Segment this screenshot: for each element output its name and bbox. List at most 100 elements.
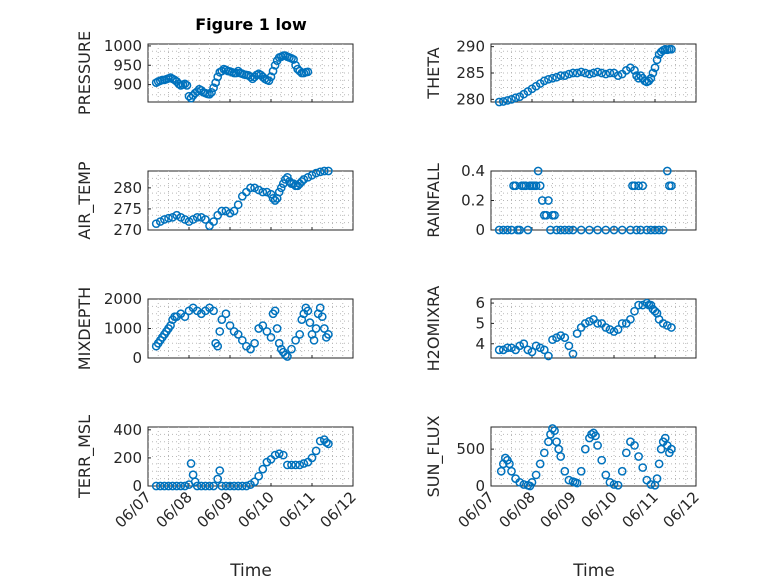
data-point [209,306,218,316]
data-point [322,438,331,447]
data-point [164,213,173,223]
data-point [315,303,325,313]
data-point [585,225,594,235]
data-point [217,315,227,324]
data-point [503,343,512,353]
data-point [215,327,225,336]
data-point [291,335,300,345]
data-point [305,318,315,327]
data-point [617,319,627,328]
data-point [209,217,218,226]
y-tick-label: 0 [132,349,142,367]
data-point [151,481,161,491]
data-point [548,424,557,433]
data-point [572,329,582,338]
data-point [593,319,602,328]
data-point [605,325,615,334]
data-point [250,477,259,487]
data-point [638,300,648,310]
data-point [160,481,169,491]
data-point [176,481,186,491]
data-point [642,298,652,308]
data-point [283,172,292,182]
y-tick-label: 0.2 [461,192,485,210]
data-point [317,312,327,322]
data-point [192,481,202,491]
data-point [205,89,214,99]
data-point [654,459,664,469]
data-point [246,183,255,193]
data-point [593,441,602,450]
data-point [658,319,668,328]
data-point [646,300,656,310]
data-point [180,215,190,224]
data-point [303,306,313,316]
data-point [281,350,290,360]
data-point [276,183,286,193]
data-point [164,481,173,491]
data-point [172,210,182,220]
data-point [295,66,305,76]
data-point [601,225,611,235]
data-point [289,179,298,188]
data-point [213,341,223,351]
data-point [568,225,578,235]
data-point [527,347,537,357]
data-point [580,444,590,454]
data-point [613,480,623,490]
figure-title: Figure 1 low [195,15,307,34]
data-point [283,352,292,361]
x-axis-label-right: Time [572,561,615,581]
data-point [274,449,284,459]
axes-air-temp: 270 275 280 AIR_TEMP [75,161,354,240]
data-point [632,225,641,235]
data-point [630,181,639,191]
data-point [564,225,574,235]
data-point [233,200,243,210]
data-point [617,466,627,476]
axes-h2omixra: 4 5 6 H2OMIXRA [424,286,697,371]
data-point [151,219,161,229]
data-point [221,481,231,491]
data-point [544,196,553,205]
data-point [634,181,643,191]
data-point [246,344,255,354]
data-point [180,312,190,322]
data-point [617,225,627,235]
data-point [209,83,218,93]
data-point [667,44,676,54]
y-tick-label: 0 [132,477,142,495]
data-point [638,181,648,191]
data-point [233,330,243,339]
data-point [209,481,218,491]
data-point [155,217,165,226]
data-point [217,206,227,216]
y-tick-label: 0 [475,477,485,495]
data-point [324,439,333,449]
y-tick-label: 0 [475,221,485,239]
data-point [546,225,555,235]
y-axis-label: THETA [424,47,443,99]
data-point [662,321,672,330]
x-tick-label: 06/12 [660,488,703,531]
x-tick-label: 06/12 [317,488,360,531]
axes-mixdepth: 0 1000 2000 MIXDEPTH [75,287,354,370]
y-tick-label: 500 [456,440,485,458]
data-point [190,477,200,487]
data-point [237,481,247,491]
data-point [646,73,656,83]
data-point [221,309,231,319]
data-point [527,477,537,487]
data-point [285,177,294,186]
data-point [535,343,545,353]
data-point [180,481,190,491]
data-point [519,480,529,489]
data-point [299,175,309,184]
data-point [229,481,239,491]
data-point [585,69,594,79]
data-point [201,481,210,491]
data-point [550,426,559,436]
y-tick-label: 1000 [104,37,142,55]
data-point [511,93,520,103]
